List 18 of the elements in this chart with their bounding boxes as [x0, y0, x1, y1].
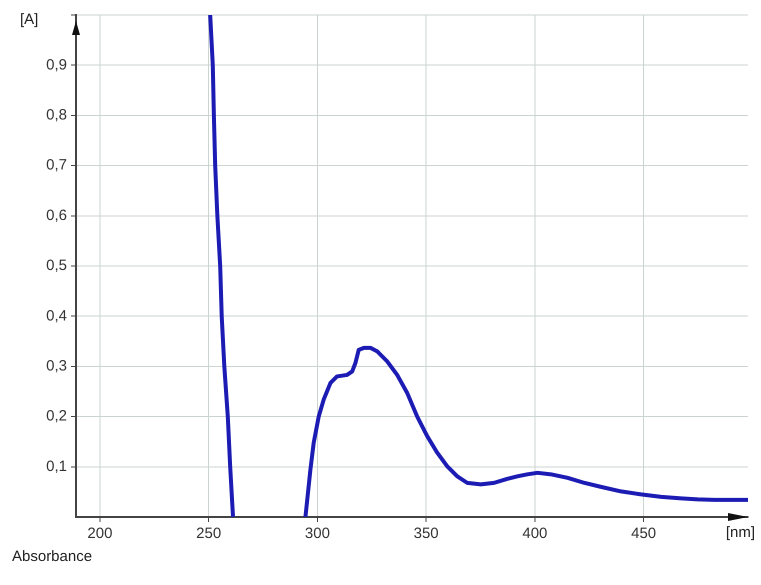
x-tick-label: 300 [304, 525, 330, 542]
x-axis-title: [nm] [726, 524, 755, 542]
x-tick-label: 350 [414, 525, 439, 542]
y-tick-label: 0,1 [46, 458, 67, 475]
y-tick-label: 0,6 [46, 206, 67, 224]
y-tick-label: 0,9 [46, 56, 67, 74]
y-tick-label: 0,7 [46, 156, 67, 174]
y-tick-label: 0,5 [46, 257, 67, 274]
y-tick-label: 0,4 [46, 307, 67, 324]
x-tick-label: 450 [631, 525, 656, 542]
y-axis-title: [A] [20, 11, 38, 28]
x-tick-label: 200 [87, 525, 112, 542]
y-tick-label: 0,8 [46, 106, 67, 124]
x-tick-label: 400 [522, 525, 548, 542]
y-tick-label: 0,2 [46, 408, 67, 425]
x-tick-label: 250 [196, 525, 222, 542]
text: Absorbance [12, 548, 92, 566]
y-tick-label: 0,3 [46, 358, 67, 375]
